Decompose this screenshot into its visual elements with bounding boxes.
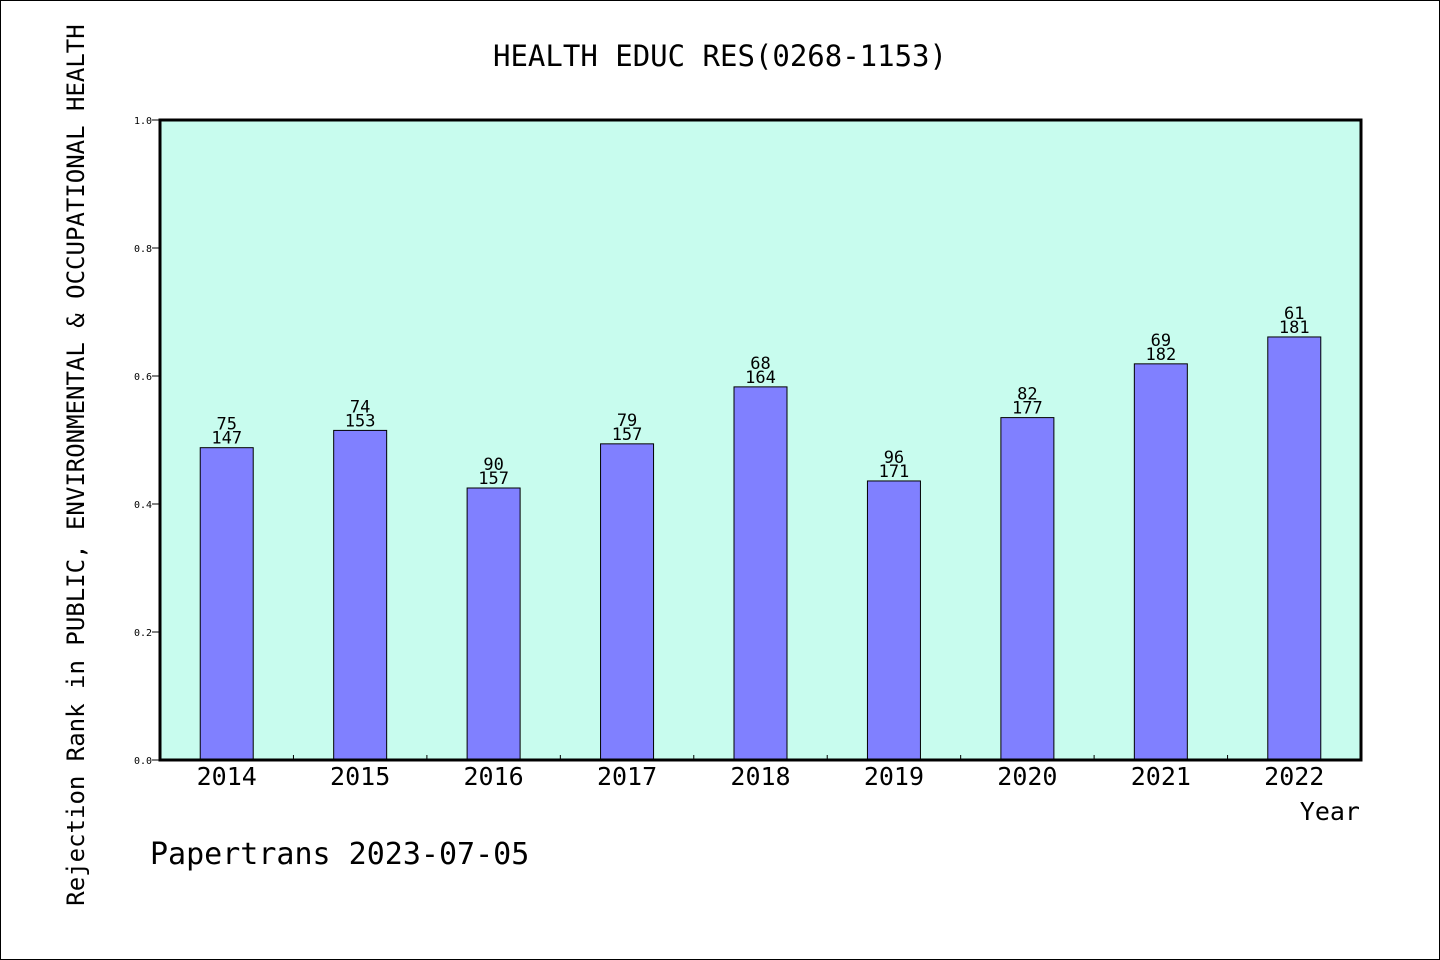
bar-label-bottom-2015: 153 bbox=[345, 411, 376, 431]
bar-group bbox=[199, 336, 1322, 761]
x-axis: 2014 2015 2016 2017 2018 2019 2020 2021 2022 bbox=[197, 755, 1324, 791]
x-tick-label-2022: 2022 bbox=[1264, 762, 1324, 791]
bar-2014 bbox=[199, 447, 254, 761]
plot-border bbox=[158, 118, 1363, 762]
bar-label-bottom-2022: 181 bbox=[1279, 318, 1310, 338]
bar-2018 bbox=[733, 386, 788, 761]
bar-label-top-2014: 75 bbox=[216, 415, 236, 435]
bar-label-bottom-2018: 164 bbox=[745, 368, 776, 388]
y-tick-label-1.0: 1.0 bbox=[134, 116, 152, 127]
bar-label-bottom-2017: 157 bbox=[612, 425, 643, 445]
x-tick-label-2015: 2015 bbox=[330, 762, 390, 791]
y-tick-label-0.0: 0.0 bbox=[134, 756, 152, 767]
bar-label-top-2021: 69 bbox=[1151, 331, 1171, 351]
x-axis-label: Year bbox=[1300, 797, 1360, 826]
x-tick-label-2017: 2017 bbox=[597, 762, 657, 791]
x-tick-label-2021: 2021 bbox=[1131, 762, 1191, 791]
bar-label-top-2017: 79 bbox=[617, 411, 637, 431]
bar-2022 bbox=[1267, 336, 1322, 761]
bar-label-bottom-2020: 177 bbox=[1012, 399, 1043, 419]
bar-2019 bbox=[866, 480, 921, 761]
bar-2016 bbox=[466, 487, 521, 761]
y-tick-label-0.2: 0.2 bbox=[134, 628, 152, 639]
bar-label-top-2018: 68 bbox=[750, 354, 770, 374]
x-tick-label-2018: 2018 bbox=[730, 762, 790, 791]
bar-label-top-2022: 61 bbox=[1284, 304, 1304, 324]
bar-2020 bbox=[1000, 417, 1055, 761]
x-tick-label-2014: 2014 bbox=[197, 762, 257, 791]
y-tick-label-0.4: 0.4 bbox=[134, 500, 152, 511]
x-tick-label-2020: 2020 bbox=[997, 762, 1057, 791]
bar-2017 bbox=[600, 443, 655, 761]
bar-label-top-2016: 90 bbox=[483, 455, 503, 475]
chart-title: HEALTH EDUC RES(0268-1153) bbox=[493, 39, 947, 73]
y-tick-label-0.8: 0.8 bbox=[134, 244, 152, 255]
y-axis-label: Rejection Rank in PUBLIC, ENVIRONMENTAL … bbox=[62, 24, 90, 905]
bar-label-bottom-2014: 147 bbox=[211, 429, 242, 449]
bar-label-top-2020: 82 bbox=[1017, 385, 1037, 405]
bar-label-top-2015: 74 bbox=[350, 397, 370, 417]
y-tick-label-0.6: 0.6 bbox=[134, 372, 152, 383]
x-tick-label-2016: 2016 bbox=[464, 762, 524, 791]
bar-2021 bbox=[1133, 363, 1188, 761]
y-axis: 0.0 0.2 0.4 0.6 0.8 1.0 bbox=[134, 116, 160, 767]
x-tick-label-2019: 2019 bbox=[864, 762, 924, 791]
bar-label-top-2019: 96 bbox=[884, 448, 904, 468]
bar-label-group: 7514774153901577915768164961718217769182… bbox=[211, 304, 1309, 489]
bar-label-bottom-2021: 182 bbox=[1145, 345, 1176, 365]
bar-2015 bbox=[333, 429, 388, 761]
footer-text: Papertrans 2023-07-05 bbox=[150, 837, 529, 872]
bar-label-bottom-2019: 171 bbox=[879, 462, 910, 482]
bar-label-bottom-2016: 157 bbox=[478, 469, 509, 489]
